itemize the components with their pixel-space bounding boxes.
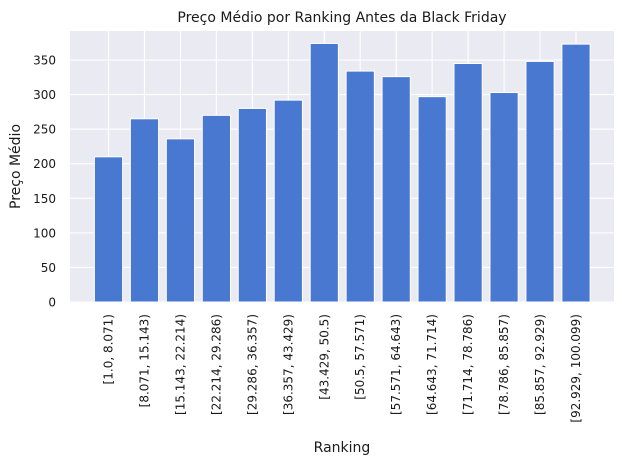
x-tick-label: [64.643, 71.714) [425, 314, 439, 415]
y-tick-label: 0 [48, 296, 56, 310]
bar [237, 107, 267, 303]
bar [93, 156, 124, 303]
y-tick-label: 100 [33, 226, 56, 240]
x-tick-label: [92.929, 100.099) [569, 314, 583, 423]
x-tick-label: [78.786, 85.857) [497, 314, 511, 415]
bar [561, 43, 591, 303]
y-axis-label: Preço Médio [8, 124, 24, 209]
y-tick-label: 50 [41, 261, 56, 275]
y-tick-label: 150 [33, 192, 56, 206]
y-tick-label: 350 [33, 54, 56, 68]
x-tick-label: [15.143, 22.214) [173, 314, 187, 415]
x-tick-label: [22.214, 29.286) [209, 314, 223, 415]
bar [525, 60, 555, 303]
chart-title: Preço Médio por Ranking Antes da Black F… [177, 10, 506, 26]
bar [165, 138, 196, 303]
y-tick-label: 200 [33, 157, 56, 171]
bar [345, 70, 375, 303]
bar [309, 42, 339, 303]
x-tick-label: [85.857, 92.929) [533, 314, 547, 415]
plot-area [70, 31, 614, 302]
y-axis-ticks: 0 50 100 150 200 250 300 350 [33, 54, 56, 310]
bar [201, 114, 231, 303]
x-tick-label: [29.286, 36.357) [245, 314, 259, 415]
x-tick-label: [8.071, 15.143) [137, 314, 151, 407]
y-tick-label: 300 [33, 88, 56, 102]
x-tick-label: [43.429, 50.5) [317, 314, 331, 400]
x-tick-label: [36.357, 43.429) [281, 314, 295, 415]
bar [417, 96, 447, 303]
x-tick-label: [71.714, 78.786) [461, 314, 475, 415]
bar [381, 76, 411, 303]
x-tick-label: [57.571, 64.643) [389, 314, 403, 415]
bars [93, 42, 591, 303]
bar [273, 99, 303, 303]
x-tick-label: [1.0, 8.071) [102, 314, 116, 384]
bar [489, 92, 519, 303]
bar [453, 62, 483, 303]
x-axis-ticks: [1.0, 8.071) [8.071, 15.143) [15.143, 22.2… [102, 314, 584, 423]
x-axis-label: Ranking [314, 440, 371, 456]
x-tick-label: [50.5, 57.571) [353, 314, 367, 400]
y-tick-label: 250 [33, 123, 56, 137]
bar [129, 118, 160, 303]
